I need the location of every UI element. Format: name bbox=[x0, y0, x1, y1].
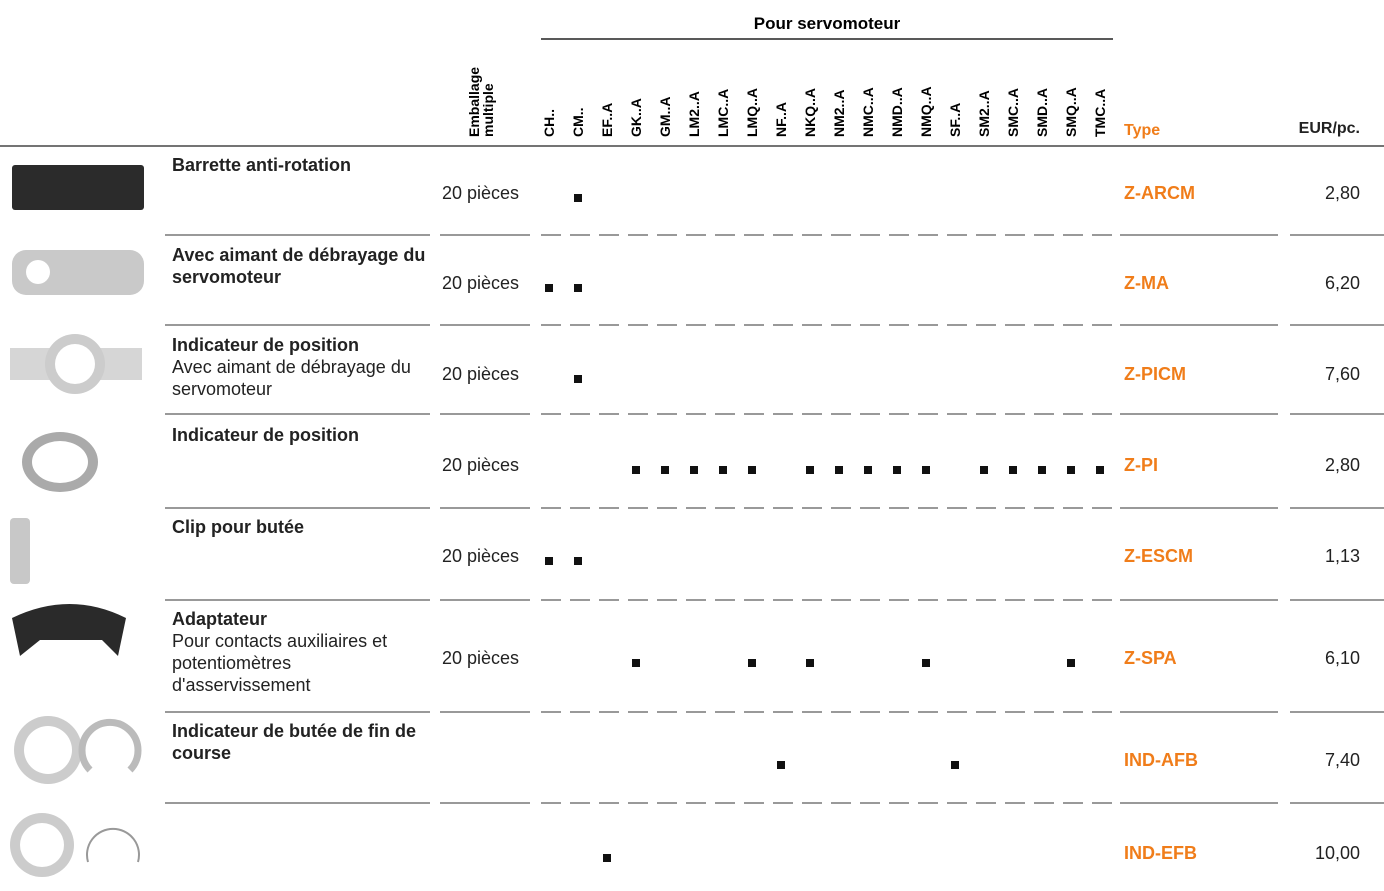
compat-mark bbox=[1067, 466, 1075, 474]
compat-mark bbox=[806, 659, 814, 667]
compat-mark bbox=[574, 375, 582, 383]
packaging: 20 pièces bbox=[442, 183, 520, 203]
row-title: Clip pour butée bbox=[172, 517, 304, 537]
type-code: Z-PICM bbox=[1124, 364, 1186, 384]
compat-mark bbox=[545, 284, 553, 292]
price: 7,40 bbox=[1324, 750, 1360, 770]
column-header: CM.. bbox=[570, 107, 586, 137]
packaging-header: Emballage bbox=[466, 67, 482, 137]
column-header: NF..A bbox=[773, 102, 789, 137]
price: 2,80 bbox=[1324, 455, 1360, 475]
row-title: Indicateur de position bbox=[172, 425, 360, 445]
row-title: Avec aimant de débrayage du servomoteur bbox=[172, 245, 426, 287]
price-header: EUR/pc. bbox=[1298, 120, 1360, 137]
type-code: Z-PI bbox=[1124, 455, 1158, 475]
column-header: CH.. bbox=[541, 109, 557, 137]
compat-mark bbox=[690, 466, 698, 474]
column-header: NMQ..A bbox=[918, 86, 934, 137]
type-code: IND-EFB bbox=[1124, 843, 1197, 863]
compat-mark bbox=[1009, 466, 1017, 474]
compat-mark bbox=[922, 659, 930, 667]
packaging: 20 pièces bbox=[442, 273, 520, 293]
compat-mark bbox=[806, 466, 814, 474]
compat-mark bbox=[545, 557, 553, 565]
type-code: Z-MA bbox=[1124, 273, 1169, 293]
column-header: GM..A bbox=[657, 97, 673, 137]
column-header: SMC..A bbox=[1005, 88, 1021, 137]
row-title: Indicateur de position bbox=[172, 335, 360, 355]
packaging: 20 pièces bbox=[442, 364, 520, 384]
compat-mark bbox=[748, 659, 756, 667]
product-images bbox=[10, 165, 144, 877]
packaging: 20 pièces bbox=[442, 648, 520, 668]
row-description: Pour contacts auxiliaires et potentiomèt… bbox=[172, 631, 388, 695]
price: 7,60 bbox=[1324, 364, 1360, 384]
compat-mark bbox=[922, 466, 930, 474]
packaging-header: multiple bbox=[480, 83, 496, 137]
compat-mark bbox=[1038, 466, 1046, 474]
column-header: LMQ..A bbox=[744, 88, 760, 137]
column-header: GK..A bbox=[628, 98, 644, 137]
row-description: Avec aimant de débrayage du servomoteur bbox=[172, 357, 411, 399]
column-header: TMC..A bbox=[1092, 89, 1108, 137]
column-header: SMD..A bbox=[1034, 88, 1050, 137]
price: 1,13 bbox=[1324, 546, 1360, 566]
column-header: NM2..A bbox=[831, 90, 847, 137]
compat-mark bbox=[748, 466, 756, 474]
type-code: IND-AFB bbox=[1124, 750, 1198, 770]
compat-mark bbox=[603, 854, 611, 862]
row-title: Barrette anti-rotation bbox=[172, 155, 352, 175]
price: 6,20 bbox=[1324, 273, 1360, 293]
column-header: NMC..A bbox=[860, 87, 876, 137]
type-code: Z-SPA bbox=[1124, 648, 1177, 668]
packaging: 20 pièces bbox=[442, 455, 520, 475]
column-header: SM2..A bbox=[976, 90, 992, 137]
price: 6,10 bbox=[1324, 648, 1360, 668]
compat-mark bbox=[661, 466, 669, 474]
row-title: Adaptateur bbox=[172, 609, 268, 629]
type-code: Z-ARCM bbox=[1124, 183, 1195, 203]
compat-mark bbox=[777, 761, 785, 769]
column-header: EF..A bbox=[599, 103, 615, 137]
compat-mark bbox=[632, 466, 640, 474]
compat-mark bbox=[864, 466, 872, 474]
packaging: 20 pièces bbox=[442, 546, 520, 566]
group-header: Pour servomoteur bbox=[754, 14, 901, 33]
compat-mark bbox=[951, 761, 959, 769]
column-header: LMC..A bbox=[715, 89, 731, 137]
column-header: SF..A bbox=[947, 103, 963, 137]
compat-mark bbox=[574, 194, 582, 202]
compat-mark bbox=[574, 557, 582, 565]
compat-mark bbox=[980, 466, 988, 474]
compat-mark bbox=[1067, 659, 1075, 667]
compat-mark bbox=[632, 659, 640, 667]
column-header: NKQ..A bbox=[802, 88, 818, 137]
row-title: Indicateur de butée de fin de course bbox=[172, 721, 417, 763]
compat-mark bbox=[1096, 466, 1104, 474]
column-header: SMQ..A bbox=[1063, 87, 1079, 137]
compat-mark bbox=[574, 284, 582, 292]
compat-mark bbox=[835, 466, 843, 474]
price: 10,00 bbox=[1314, 843, 1360, 863]
column-header: LM2..A bbox=[686, 91, 702, 137]
type-code: Z-ESCM bbox=[1124, 546, 1193, 566]
type-header: Type bbox=[1124, 122, 1161, 139]
column-header: NMD..A bbox=[889, 87, 905, 137]
price: 2,80 bbox=[1324, 183, 1360, 203]
compat-mark bbox=[893, 466, 901, 474]
compat-mark bbox=[719, 466, 727, 474]
